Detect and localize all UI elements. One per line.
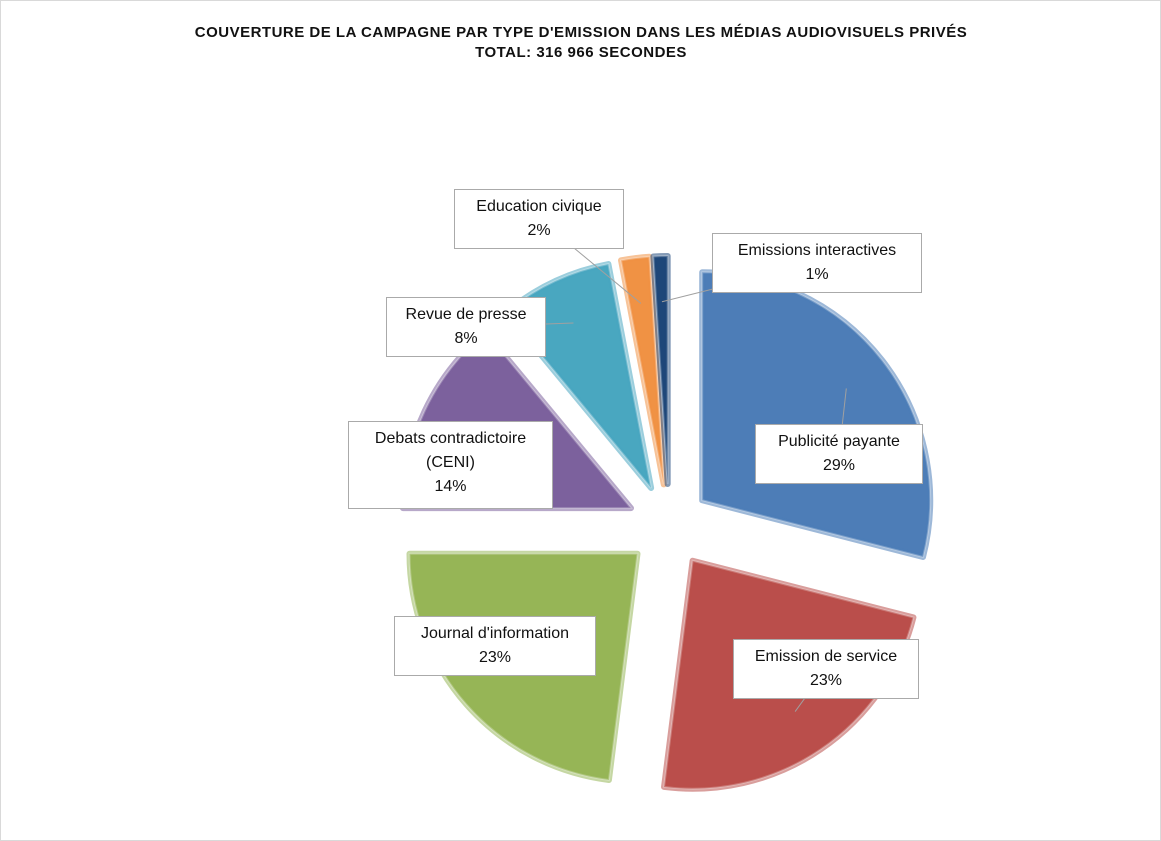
pie-slice bbox=[618, 253, 667, 488]
label-name: Journal d'information bbox=[420, 625, 570, 642]
slice-inner bbox=[619, 255, 665, 485]
data-label: Journal d'information 23% bbox=[394, 616, 596, 676]
label-name: Emission de service bbox=[754, 648, 898, 665]
label-value: 23% bbox=[809, 672, 843, 689]
label-name: Emissions interactives bbox=[737, 242, 897, 259]
label-value: 1% bbox=[805, 266, 829, 283]
label-value: 8% bbox=[454, 330, 478, 347]
label-value: 29% bbox=[822, 457, 856, 474]
label-name: Publicité payante bbox=[778, 433, 900, 450]
data-label: Emissions interactives 1% bbox=[712, 233, 922, 293]
label-name: Education civique bbox=[476, 198, 602, 215]
chart-title: COUVERTURE DE LA CAMPAGNE PAR TYPE D'EMI… bbox=[194, 24, 968, 41]
label-value: 23% bbox=[478, 649, 512, 666]
pie-slice bbox=[699, 269, 934, 560]
pie-slice bbox=[650, 253, 671, 488]
data-label: Education civique 2% bbox=[454, 189, 624, 249]
label-name: Debats contradictoire (CENI) bbox=[374, 430, 527, 471]
slice-inner bbox=[652, 255, 669, 485]
chart-subtitle: TOTAL: 316 966 SECONDES bbox=[475, 44, 687, 61]
slice-inner bbox=[408, 552, 639, 782]
data-label: Publicité payante 29% bbox=[755, 424, 923, 484]
label-value: 2% bbox=[527, 222, 551, 239]
data-label: Revue de presse 8% bbox=[386, 297, 546, 357]
titles: COUVERTURE DE LA CAMPAGNE PAR TYPE D'EMI… bbox=[131, 23, 1031, 63]
label-name: Revue de presse bbox=[405, 306, 527, 323]
label-value: 14% bbox=[434, 478, 467, 495]
data-label: Debats contradictoire (CENI) 14% bbox=[348, 421, 553, 509]
data-label: Emission de service 23% bbox=[733, 639, 919, 699]
